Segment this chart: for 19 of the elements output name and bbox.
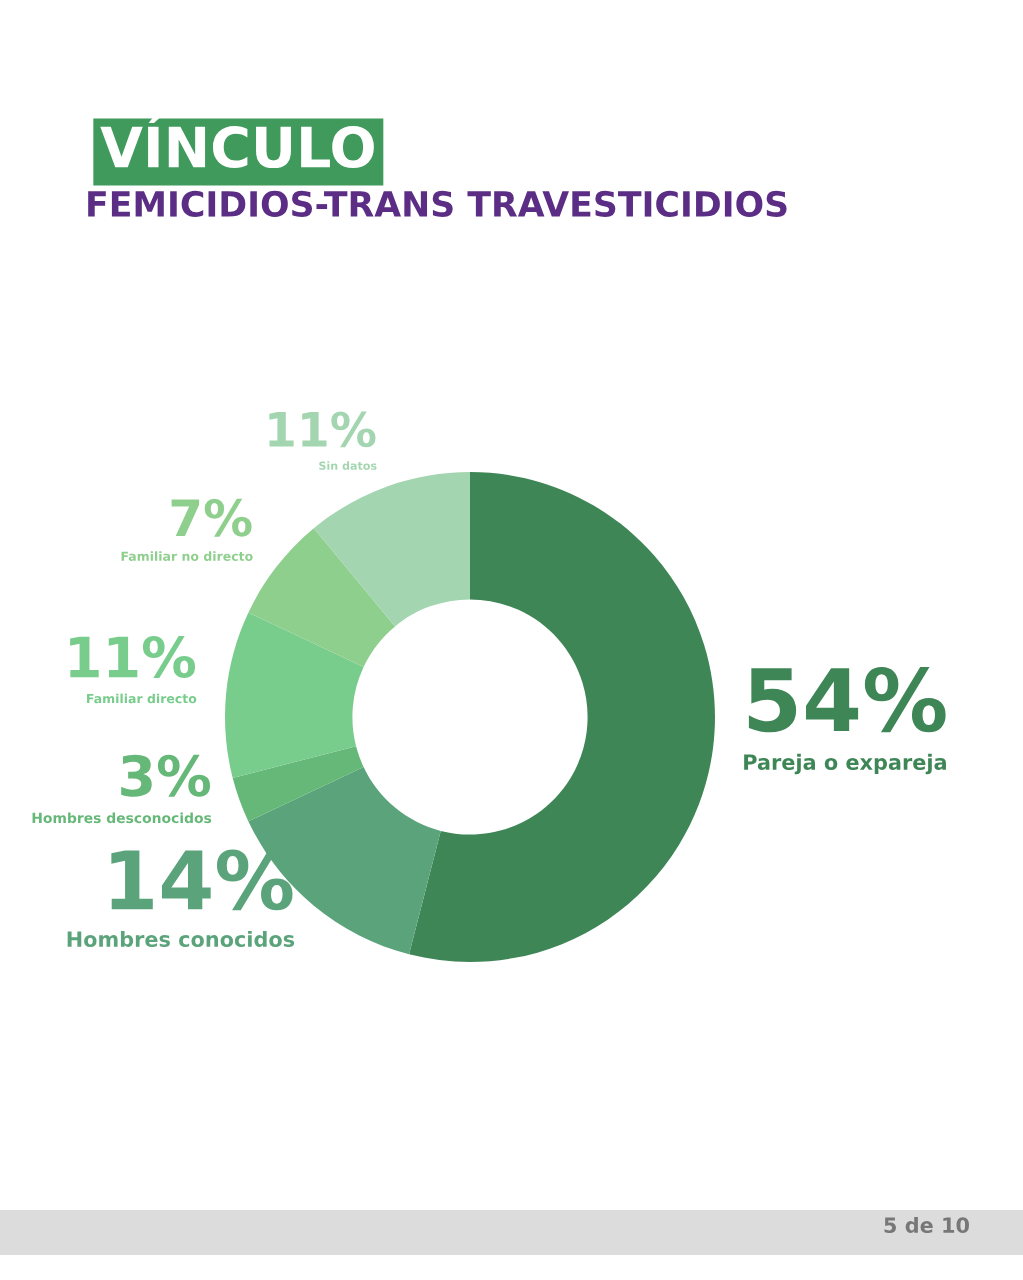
chart-title: VÍNCULO — [100, 115, 374, 169]
slice-label: Familiar no directo — [121, 551, 253, 561]
chart-subtitle: FEMICIDIOS-TRANS TRAVESTICIDIOS — [88, 190, 787, 218]
data-label: 7% — [171, 498, 252, 537]
slice-label: Familiar directo — [87, 693, 197, 704]
data-label: 54% — [748, 667, 946, 733]
data-label: 3% — [121, 754, 211, 797]
slice-label: Hombres conocidos — [67, 930, 295, 948]
text: 5 de 10 — [884, 1216, 970, 1234]
slice-label: Pareja o expareja — [744, 753, 946, 775]
donut-slice — [409, 472, 715, 962]
slice-label: Sin datos — [319, 461, 377, 470]
data-label: 11% — [70, 635, 196, 678]
slice-label: Hombres desconocidos — [32, 812, 212, 824]
data-label: 11% — [269, 411, 376, 448]
donut-slice — [313, 472, 470, 627]
donut-slice — [232, 746, 364, 822]
data-label: 14% — [111, 849, 293, 911]
donut-slice — [225, 612, 364, 778]
